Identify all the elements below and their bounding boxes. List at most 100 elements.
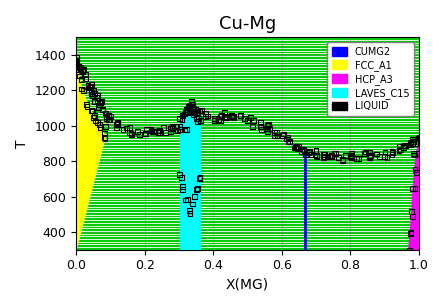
Point — [88, 89, 95, 94]
Point — [151, 129, 158, 134]
Point — [229, 114, 236, 119]
Point — [211, 116, 218, 121]
Point — [388, 149, 396, 154]
Point — [293, 144, 300, 149]
Point — [114, 122, 121, 127]
Point — [190, 194, 198, 199]
Point — [74, 67, 81, 72]
Point — [184, 107, 191, 112]
Point — [313, 154, 320, 159]
Point — [90, 88, 97, 93]
Point — [400, 145, 408, 150]
Point — [347, 154, 354, 159]
Point — [167, 129, 174, 134]
Point — [99, 107, 106, 111]
Point — [143, 127, 150, 132]
Point — [271, 133, 278, 138]
Point — [284, 135, 291, 140]
Point — [305, 149, 312, 154]
Point — [298, 149, 305, 154]
Legend: CUMG2, FCC_A1, HCP_A3, LAVES_C15, LIQUID: CUMG2, FCC_A1, HCP_A3, LAVES_C15, LIQUID — [328, 42, 414, 116]
Point — [87, 84, 94, 89]
Point — [114, 119, 121, 124]
Point — [72, 61, 79, 66]
Point — [189, 104, 196, 109]
Point — [367, 153, 374, 158]
Point — [355, 156, 362, 161]
Point — [408, 230, 415, 235]
Point — [94, 93, 101, 98]
Point — [415, 136, 422, 141]
Point — [188, 99, 195, 104]
Point — [82, 72, 89, 76]
Point — [313, 153, 320, 158]
Point — [101, 135, 108, 140]
Point — [182, 110, 189, 115]
Point — [353, 156, 360, 161]
Point — [91, 91, 98, 96]
Point — [197, 118, 204, 123]
Title: Cu-Mg: Cu-Mg — [219, 15, 276, 33]
Point — [376, 154, 383, 159]
Point — [197, 118, 204, 123]
Point — [173, 124, 180, 129]
Point — [94, 120, 101, 125]
Point — [181, 111, 188, 116]
Point — [274, 134, 281, 138]
Point — [194, 116, 202, 121]
Point — [77, 66, 84, 71]
Point — [366, 155, 373, 160]
Point — [169, 124, 176, 129]
Point — [320, 155, 327, 160]
Point — [328, 154, 335, 159]
Point — [300, 147, 307, 152]
Point — [193, 187, 200, 192]
Point — [217, 114, 224, 119]
Point — [182, 197, 189, 202]
Point — [222, 116, 229, 121]
Point — [102, 124, 109, 129]
Point — [183, 109, 190, 114]
Point — [217, 118, 224, 123]
Point — [128, 132, 135, 137]
Point — [279, 133, 286, 138]
Point — [76, 74, 83, 79]
Point — [190, 109, 197, 114]
Point — [320, 155, 327, 160]
Point — [88, 93, 95, 98]
Point — [94, 95, 101, 99]
Point — [182, 109, 190, 114]
Point — [186, 208, 194, 213]
Point — [332, 151, 339, 156]
Point — [306, 149, 313, 154]
Point — [204, 114, 211, 119]
Point — [381, 154, 388, 159]
Point — [381, 150, 388, 154]
Point — [250, 118, 257, 123]
Point — [181, 127, 188, 132]
Point — [366, 155, 373, 160]
Point — [71, 60, 79, 65]
Point — [257, 120, 264, 125]
Point — [258, 127, 266, 132]
Point — [186, 211, 194, 216]
Point — [308, 152, 315, 157]
Point — [102, 111, 109, 115]
Point — [179, 113, 186, 118]
Point — [119, 127, 127, 132]
Point — [178, 117, 186, 122]
Point — [79, 69, 86, 74]
Point — [113, 122, 120, 127]
Point — [183, 127, 190, 132]
Point — [80, 88, 87, 93]
Point — [156, 130, 163, 135]
Polygon shape — [409, 139, 419, 250]
Point — [417, 139, 424, 144]
Point — [241, 116, 248, 121]
Point — [189, 107, 196, 112]
Point — [202, 111, 210, 116]
Point — [366, 150, 373, 155]
Point — [194, 186, 202, 191]
Point — [415, 151, 422, 156]
Point — [169, 126, 176, 131]
